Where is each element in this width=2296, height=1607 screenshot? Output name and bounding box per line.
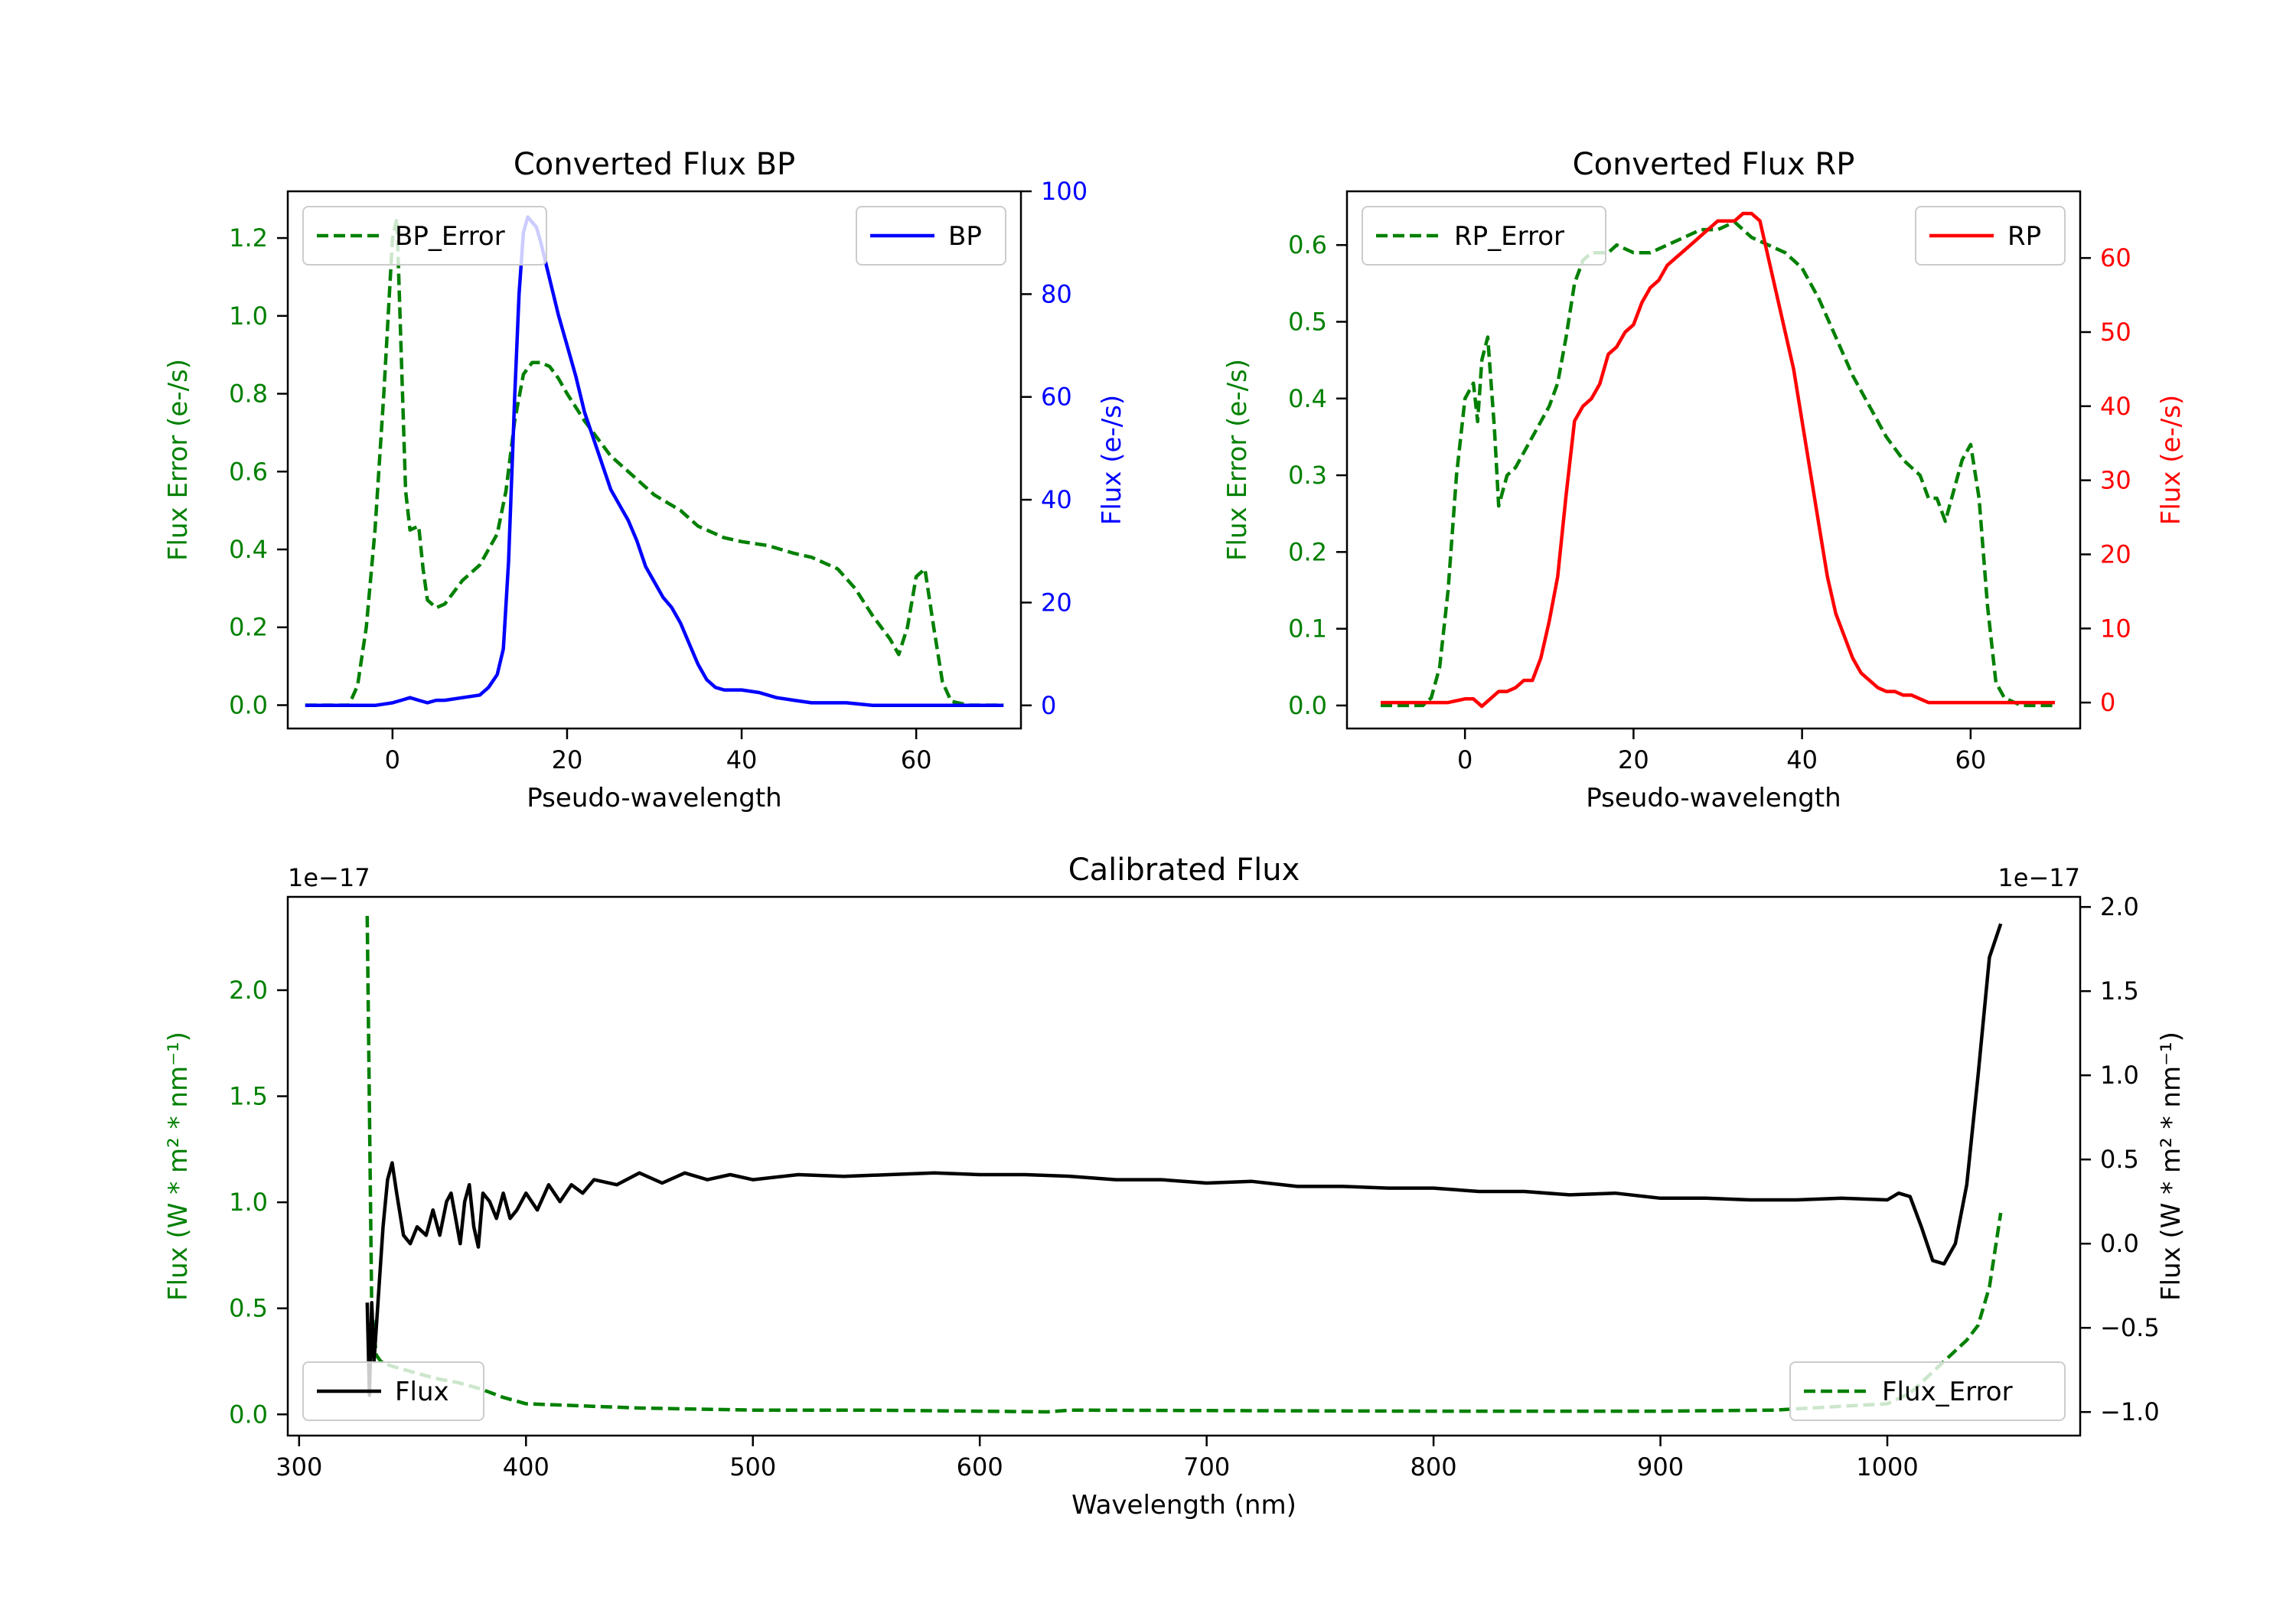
y-left-axis-label: Flux (W * m² * nm⁻¹) (163, 1032, 194, 1301)
chart-1: 0 20 40 60 0.0 0.2 0.4 0.6 0.8 1.0 1.2 0 20 40 60 80 100… (163, 147, 1127, 813)
y-left-tick-label: 0.1 (1288, 614, 1327, 644)
x-tick-label: 0 (1457, 745, 1473, 774)
x-tick-label: 400 (503, 1452, 550, 1482)
x-axis-label: Wavelength (nm) (1071, 1490, 1296, 1521)
y-right-tick-label: −0.5 (2100, 1313, 2160, 1342)
y-left-tick-label: 0.6 (1288, 230, 1327, 259)
y-right-tick-label: 0.5 (2100, 1145, 2139, 1174)
x-tick-label: 800 (1411, 1452, 1457, 1482)
x-tick-label: 300 (276, 1452, 322, 1482)
legend-label: RP (2007, 221, 2041, 252)
legend-label: BP_Error (395, 221, 505, 252)
y-left-tick-label: 1.0 (229, 302, 268, 331)
series-line-rp-error (1381, 220, 2055, 708)
y-right-tick-label: 0 (2100, 688, 2115, 717)
legend-label: RP_Error (1454, 221, 1564, 252)
legend-label: Flux_Error (1882, 1377, 2013, 1407)
x-tick-label: 20 (1618, 745, 1649, 774)
legend-rp: RP (1915, 206, 2066, 266)
legend-label: BP (948, 221, 982, 252)
y-right-axis-label: Flux (e-/s) (1097, 395, 1127, 525)
legend-flux-error: Flux_Error (1789, 1361, 2066, 1421)
chart-title: Converted Flux RP (1573, 147, 1855, 182)
y-right-tick-label: 10 (2100, 614, 2131, 643)
y-right-axis-label: Flux (W * m² * nm⁻¹) (2156, 1032, 2187, 1301)
legend-rp-error: RP_Error (1362, 206, 1606, 266)
y-left-tick-label: 0.6 (229, 457, 268, 486)
y-left-tick-label: 0.0 (229, 690, 268, 719)
x-tick-label: 20 (552, 745, 583, 774)
series-line-flux (365, 923, 2003, 1397)
y-right-tick-label: 40 (2100, 392, 2131, 421)
series-line-rp (1381, 211, 2055, 709)
x-tick-label: 40 (726, 745, 758, 774)
y-left-tick-label: 1.0 (229, 1188, 268, 1217)
y-right-tick-label: 60 (1041, 383, 1072, 412)
x-tick-label: 0 (385, 745, 400, 774)
y-left-tick-label: 0.2 (229, 613, 268, 642)
y-right-tick-label: 1.5 (2100, 976, 2139, 1006)
y-right-tick-label: 30 (2100, 466, 2131, 495)
y-right-tick-label: 80 (1041, 279, 1072, 308)
chart-2: 0 20 40 60 0.0 0.1 0.2 0.3 0.4 0.5 0.6 0 10 20 30 40 50 6… (1222, 147, 2187, 813)
y-right-tick-label: 20 (2100, 539, 2131, 569)
legend-bp: BP (856, 206, 1006, 266)
chart-title: Converted Flux BP (514, 147, 795, 182)
y-left-tick-label: 0.3 (1288, 461, 1327, 490)
x-tick-label: 600 (957, 1452, 1003, 1482)
y-right-axis-label: Flux (e-/s) (2156, 395, 2187, 525)
y-left-tick-label: 0.0 (1288, 691, 1327, 720)
y-left-tick-label: 0.5 (229, 1294, 268, 1323)
axes-frame (1345, 190, 2082, 730)
y-left-tick-label: 0.8 (229, 380, 268, 409)
x-tick-label: 900 (1637, 1452, 1684, 1482)
y-left-tick-label: 0.4 (1288, 384, 1327, 413)
y-right-tick-label: 20 (1041, 588, 1072, 617)
x-tick-label: 60 (1955, 745, 1986, 774)
x-axis-label: Pseudo-wavelength (527, 783, 781, 813)
y-right-tick-label: 40 (1041, 485, 1072, 514)
y-right-tick-label: 0.0 (2100, 1229, 2139, 1258)
y-right-tick-label: 2.0 (2100, 892, 2139, 921)
legend-box (302, 1361, 484, 1421)
y-left-tick-label: 0.5 (1288, 307, 1327, 336)
legend-label: Flux (395, 1377, 449, 1407)
y-left-tick-label: 0.2 (1288, 537, 1327, 566)
x-tick-label: 500 (729, 1452, 776, 1482)
x-tick-label: 1000 (1856, 1452, 1918, 1482)
y-left-axis-label: Flux Error (e-/s) (1222, 359, 1253, 561)
x-tick-label: 60 (901, 745, 932, 774)
y-left-tick-label: 0.0 (229, 1400, 268, 1429)
y-right-tick-label: 50 (2100, 318, 2131, 347)
series-line-bp (305, 215, 1004, 708)
legend-bp-error: BP_Error (302, 206, 547, 266)
x-tick-label: 700 (1183, 1452, 1230, 1482)
y-right-tick-label: 60 (2100, 243, 2131, 272)
axes-frame (286, 895, 2082, 1437)
y-left-tick-label: 2.0 (229, 976, 268, 1005)
chart-3: 300 400 500 600 700 800 900 1000 0.0 0.5 1.0 1.5 2.0… (163, 852, 2187, 1521)
legend-box (1362, 206, 1606, 266)
y-left-tick-label: 1.2 (229, 223, 268, 253)
x-tick-label: 40 (1786, 745, 1818, 774)
y-right-tick-label: 0 (1041, 691, 1056, 720)
offset-left-label: 1e−17 (288, 863, 370, 892)
y-left-axis-label: Flux Error (e-/s) (163, 359, 194, 561)
y-right-tick-label: −1.0 (2100, 1397, 2160, 1426)
offset-right-label: 1e−17 (1998, 863, 2080, 892)
x-axis-label: Pseudo-wavelength (1586, 783, 1841, 813)
legend-box (1789, 1361, 2066, 1421)
y-left-tick-label: 0.4 (229, 535, 268, 564)
legend-box (302, 206, 547, 266)
chart-title: Calibrated Flux (1068, 852, 1300, 888)
y-right-tick-label: 1.0 (2100, 1061, 2139, 1090)
axes-frame (286, 190, 1022, 730)
y-right-tick-label: 100 (1041, 177, 1088, 206)
legend-flux: Flux (302, 1361, 484, 1421)
y-left-tick-label: 1.5 (229, 1082, 268, 1111)
